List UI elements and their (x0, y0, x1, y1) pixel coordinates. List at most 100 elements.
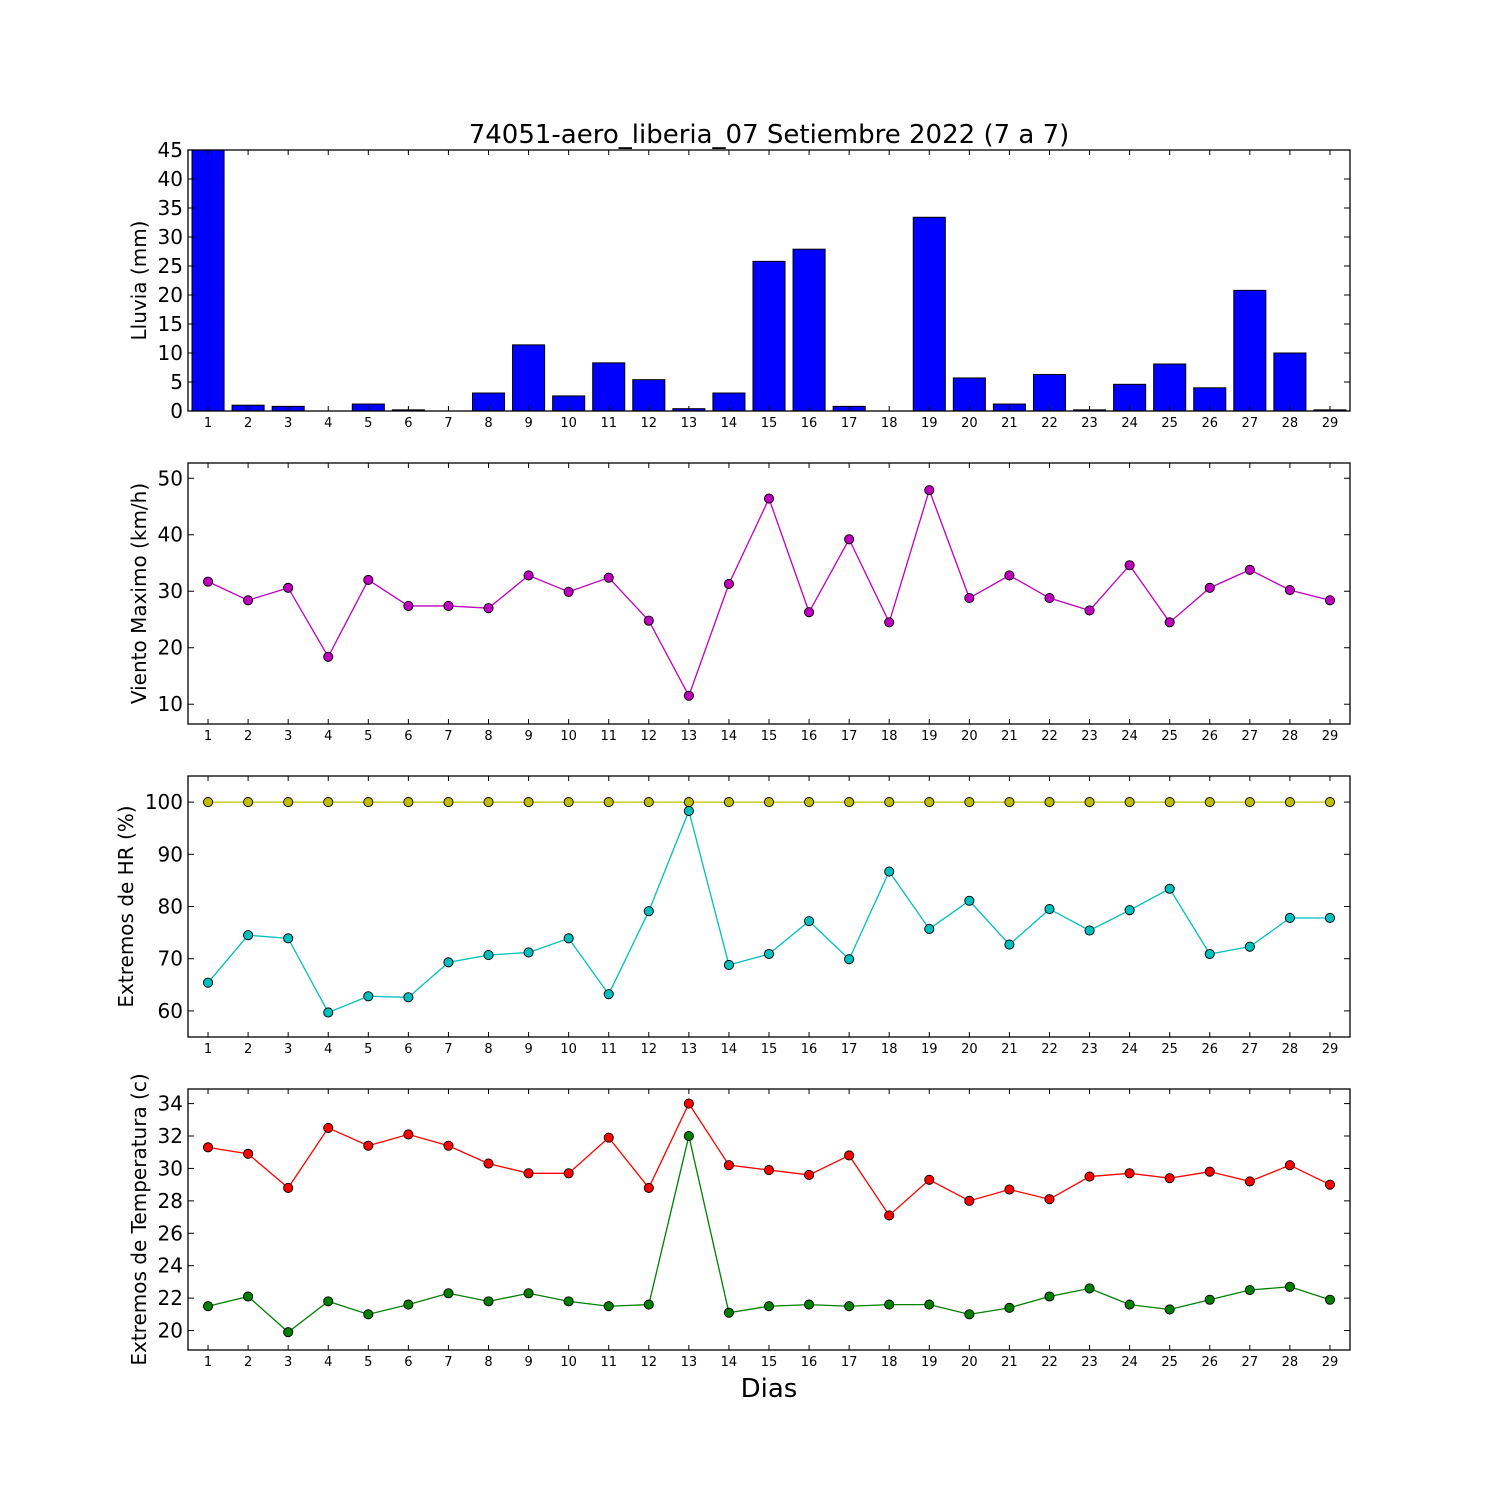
data-point (443, 1140, 454, 1151)
rain-bar (632, 379, 666, 412)
data-point (483, 603, 494, 614)
rain-bar (1153, 363, 1187, 412)
data-point (964, 1195, 975, 1206)
x-tick-label: 26 (1201, 1355, 1218, 1370)
data-point (683, 1098, 694, 1109)
data-point (243, 1291, 254, 1302)
data-point (1044, 797, 1055, 808)
x-tick-label: 23 (1081, 1042, 1098, 1057)
data-point (363, 797, 374, 808)
x-tick-label: 21 (1001, 416, 1018, 431)
data-point (243, 797, 254, 808)
x-tick-label: 11 (600, 729, 617, 744)
data-point (483, 1296, 494, 1307)
x-tick-label: 2 (244, 1355, 252, 1370)
x-tick-label: 17 (841, 729, 858, 744)
data-point (1044, 904, 1055, 915)
data-point (683, 797, 694, 808)
data-point (763, 1165, 775, 1176)
rain-bar (1032, 373, 1067, 412)
x-tick-label: 6 (404, 416, 412, 431)
x-tick-label: 16 (801, 1355, 818, 1370)
x-tick-label: 7 (444, 1042, 452, 1057)
data-point (323, 797, 334, 808)
x-tick-label: 22 (1041, 1042, 1058, 1057)
data-point (403, 797, 414, 808)
data-point (964, 592, 975, 604)
data-point (1164, 1304, 1175, 1315)
data-point (643, 906, 654, 917)
data-point (202, 1301, 214, 1312)
data-point (523, 1288, 534, 1299)
data-point (1044, 1291, 1055, 1302)
y-tick-label: 30 (158, 225, 183, 249)
data-point (1204, 797, 1215, 808)
chart-title: 74051-aero_liberia_07 Setiembre 2022 (7 … (469, 120, 1070, 150)
x-tick-label: 10 (560, 1042, 577, 1057)
data-point (1004, 1302, 1015, 1313)
x-tick-label: 29 (1322, 729, 1339, 744)
x-tick-label: 3 (284, 729, 292, 744)
y-tick-label: 35 (158, 196, 183, 220)
x-tick-label: 27 (1242, 1355, 1259, 1370)
x-tick-label: 6 (404, 729, 412, 744)
data-point (1324, 1179, 1336, 1190)
x-tick-label: 15 (761, 1355, 778, 1370)
humidity-series (202, 797, 1336, 1018)
data-point (1004, 1184, 1015, 1195)
data-point (1204, 1166, 1215, 1177)
data-point (964, 797, 975, 808)
x-tick-label: 5 (364, 1042, 372, 1057)
y-tick-label: 0 (170, 399, 183, 423)
y-tick-label: 40 (158, 523, 183, 547)
x-tick-label: 17 (841, 1042, 858, 1057)
data-point (1084, 1171, 1095, 1182)
humidity-x-axis: 1 2 3 4 5 6 7 8 9 10 11 12 13 14 15 16 17 18 19 20 21 22 23 24 2… (204, 776, 1338, 1057)
data-point (603, 1132, 614, 1143)
data-point (523, 947, 534, 958)
y-tick-label: 30 (158, 579, 183, 603)
data-point (563, 1168, 574, 1179)
data-point (202, 797, 214, 808)
data-point (643, 797, 654, 808)
data-point (924, 797, 935, 808)
data-point (443, 600, 454, 611)
x-tick-label: 8 (484, 729, 492, 744)
x-tick-label: 5 (364, 1355, 372, 1370)
x-tick-label: 24 (1121, 416, 1138, 431)
wind-y-label: Viento Maximo (km/h) (127, 483, 151, 704)
x-tick-label: 14 (721, 1042, 738, 1057)
data-point (1204, 582, 1215, 593)
data-point (723, 1160, 734, 1171)
y-tick-label: 60 (158, 999, 183, 1023)
data-point (1244, 564, 1255, 575)
data-point (763, 948, 775, 960)
x-tick-label: 23 (1081, 729, 1098, 744)
data-point (844, 797, 855, 808)
data-point (924, 1174, 935, 1185)
data-point (723, 578, 734, 589)
rain-bar (912, 216, 946, 412)
y-tick-label: 10 (158, 692, 183, 716)
data-point (804, 797, 815, 808)
rain-bar (512, 344, 546, 412)
data-point (1004, 939, 1015, 950)
data-point (1324, 912, 1336, 924)
x-tick-label: 19 (921, 416, 938, 431)
x-tick-label: 20 (961, 416, 978, 431)
data-point (1044, 1194, 1055, 1205)
data-point (1324, 595, 1336, 606)
temperature-y-label: Extremos de Temperatura (c) (127, 1073, 151, 1365)
x-tick-label: 15 (761, 729, 778, 744)
data-point (363, 1309, 374, 1320)
data-point (723, 797, 734, 808)
x-tick-label: 10 (560, 416, 577, 431)
data-point (563, 797, 574, 808)
x-tick-label: 27 (1242, 416, 1259, 431)
data-point (763, 493, 775, 504)
x-tick-label: 19 (921, 1355, 938, 1370)
x-tick-label: 4 (324, 1355, 332, 1370)
data-point (884, 797, 895, 808)
data-point (643, 1182, 654, 1193)
x-tick-label: 13 (681, 1042, 698, 1057)
